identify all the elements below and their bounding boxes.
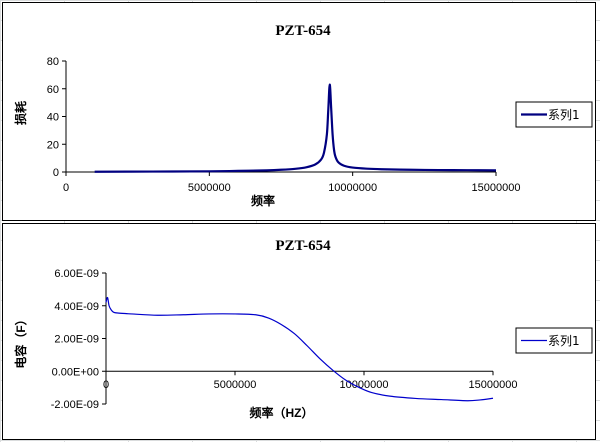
legend: 系列1 <box>515 327 593 354</box>
x-tick-label: 0 <box>103 379 109 391</box>
y-tick-label: 40 <box>47 112 59 124</box>
loss-chart-svg: PZT-654 0 20 40 60 80 0 5000000 10000000 150000… <box>13 23 593 208</box>
x-tick-label: 15000000 <box>469 379 518 391</box>
y-axis-label: 电容（F） <box>13 313 28 368</box>
y-tick-label: 2.00E-09 <box>54 334 99 346</box>
chart-title: PZT-654 <box>275 238 331 254</box>
x-tick-label: 5000000 <box>188 182 231 194</box>
capacitance-chart-svg: PZT-654 -2.00E-09 0.00E+00 2.00E-09 4.00E-0… <box>13 238 593 420</box>
x-tick-label: 15000000 <box>472 182 521 194</box>
x-tick-labels: 0 5000000 10000000 15000000 <box>103 371 518 391</box>
y-tick-labels: -2.00E-09 0.00E+00 2.00E-09 4.00E-09 6.00E-0… <box>51 268 106 411</box>
x-tick-labels: 0 5000000 10000000 15000000 <box>63 172 521 194</box>
y-tick-label: 60 <box>47 84 59 96</box>
y-tick-label: 80 <box>47 56 59 68</box>
x-axis-label: 频率（HZ） <box>250 405 314 420</box>
x-tick-label: 5000000 <box>214 379 257 391</box>
legend-label: 系列1 <box>548 334 580 348</box>
y-tick-label: 4.00E-09 <box>54 301 99 313</box>
series-line <box>105 296 494 402</box>
x-tick-label: 10000000 <box>340 379 389 391</box>
y-axis-label: 损耗 <box>13 101 28 125</box>
legend-label: 系列1 <box>548 108 580 122</box>
y-tick-label: 0.00E+00 <box>52 366 99 378</box>
chart-title: PZT-654 <box>275 23 331 39</box>
capacitance-chart[interactable]: PZT-654 -2.00E-09 0.00E+00 2.00E-09 4.00E-0… <box>2 223 596 440</box>
series-line <box>94 83 497 173</box>
x-tick-label: 10000000 <box>328 182 377 194</box>
x-axis-label: 频率 <box>251 193 275 208</box>
y-tick-label: -2.00E-09 <box>51 399 99 411</box>
y-tick-labels: 0 20 40 60 80 <box>47 56 66 179</box>
legend: 系列1 <box>515 101 593 128</box>
loss-chart[interactable]: PZT-654 0 20 40 60 80 0 5000000 10000000 150000… <box>2 2 596 221</box>
y-tick-label: 20 <box>47 139 59 151</box>
y-tick-label: 0 <box>53 167 59 179</box>
y-tick-label: 6.00E-09 <box>54 268 99 280</box>
x-tick-label: 0 <box>63 182 69 194</box>
